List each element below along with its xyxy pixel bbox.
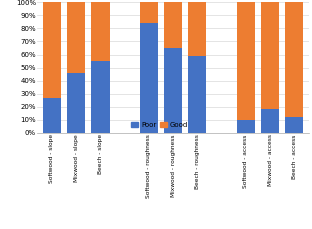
Bar: [261, 2, 279, 109]
Bar: [285, 2, 304, 117]
Bar: [67, 73, 85, 133]
Bar: [140, 23, 158, 133]
Bar: [67, 2, 85, 73]
Bar: [164, 48, 182, 133]
Bar: [237, 2, 255, 120]
Bar: [43, 98, 61, 133]
Bar: [164, 2, 182, 48]
Bar: [261, 109, 279, 133]
Legend: Poor, Good: Poor, Good: [129, 119, 191, 131]
Bar: [188, 56, 207, 133]
Bar: [140, 2, 158, 23]
Bar: [237, 120, 255, 133]
Bar: [91, 61, 110, 133]
Bar: [285, 117, 304, 133]
Bar: [188, 2, 207, 56]
Bar: [43, 2, 61, 98]
Bar: [91, 2, 110, 61]
